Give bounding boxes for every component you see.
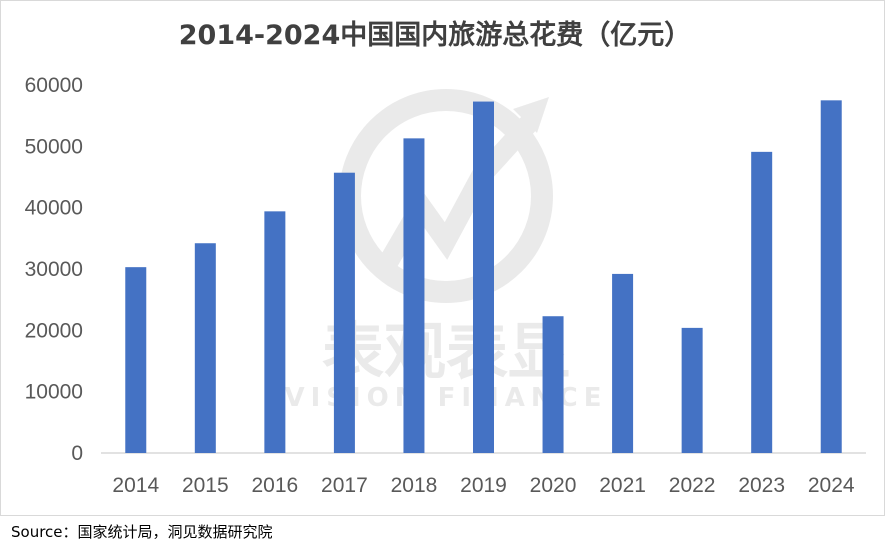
bar-2021: [612, 273, 634, 453]
y-tick-label: 0: [71, 442, 83, 465]
bar-2018: [403, 138, 425, 454]
x-tick-label: 2018: [391, 474, 438, 497]
bar-2023: [751, 151, 773, 453]
chart-title: 2014-2024中国国内旅游总花费（亿元）: [179, 19, 692, 51]
x-tick-label: 2020: [530, 474, 577, 497]
bar-2017: [333, 172, 355, 453]
bar-2015: [194, 243, 216, 453]
x-tick-label: 2014: [112, 474, 159, 497]
x-tick-label: 2015: [182, 474, 229, 497]
bar-series: [125, 100, 842, 454]
x-tick-label: 2017: [321, 474, 368, 497]
x-tick-label: 2024: [808, 474, 855, 497]
bar-2024: [820, 100, 842, 453]
y-tick-label: 40000: [25, 197, 83, 220]
chart-area: 表观表显 VISION FINANCE 2014-2024中国国内旅游总花费（亿…: [0, 0, 885, 516]
y-tick-label: 20000: [25, 319, 83, 342]
bar-2014: [125, 267, 147, 453]
watermark-brand-cn: 表观表显: [322, 315, 570, 388]
y-axis-tick-labels: 0 10000 20000 30000 40000 50000 60000: [25, 74, 83, 465]
x-axis-tick-labels: 2014 2015 2016 2017 2018 2019 2020 2021 2022 2023…: [112, 474, 854, 497]
bar-2019: [473, 101, 494, 453]
x-tick-label: 2023: [738, 474, 785, 497]
watermark-arrow-head: [513, 97, 549, 133]
bar-2020: [542, 316, 564, 453]
x-tick-label: 2016: [252, 474, 299, 497]
x-tick-label: 2021: [599, 474, 646, 497]
bar-2022: [681, 327, 703, 453]
y-tick-label: 10000: [25, 381, 83, 404]
y-tick-label: 30000: [25, 258, 83, 281]
bar-2016: [264, 211, 286, 453]
bar-chart: 表观表显 VISION FINANCE 2014-2024中国国内旅游总花费（亿…: [25, 19, 866, 497]
y-tick-label: 50000: [25, 135, 83, 158]
watermark: 表观表显 VISION FINANCE: [284, 89, 602, 413]
x-tick-label: 2019: [460, 474, 507, 497]
source-note: Source：国家统计局，洞见数据研究院: [11, 523, 273, 541]
y-tick-label: 60000: [25, 74, 83, 97]
x-tick-label: 2022: [669, 474, 716, 497]
